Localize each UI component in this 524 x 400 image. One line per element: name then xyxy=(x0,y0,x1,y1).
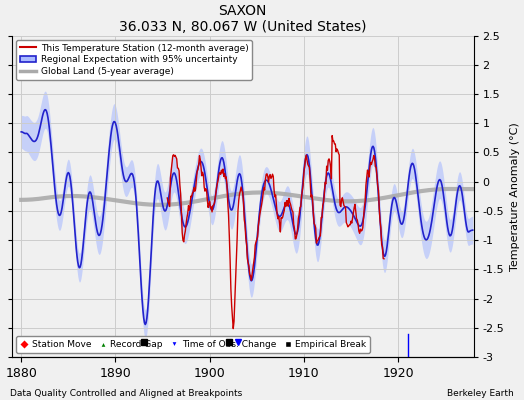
Title: SAXON
36.033 N, 80.067 W (United States): SAXON 36.033 N, 80.067 W (United States) xyxy=(119,4,366,34)
Text: Data Quality Controlled and Aligned at Breakpoints: Data Quality Controlled and Aligned at B… xyxy=(10,389,243,398)
Text: Berkeley Earth: Berkeley Earth xyxy=(447,389,514,398)
Legend: Station Move, Record Gap, Time of Obs. Change, Empirical Break: Station Move, Record Gap, Time of Obs. C… xyxy=(16,336,369,352)
Y-axis label: Temperature Anomaly (°C): Temperature Anomaly (°C) xyxy=(510,122,520,271)
